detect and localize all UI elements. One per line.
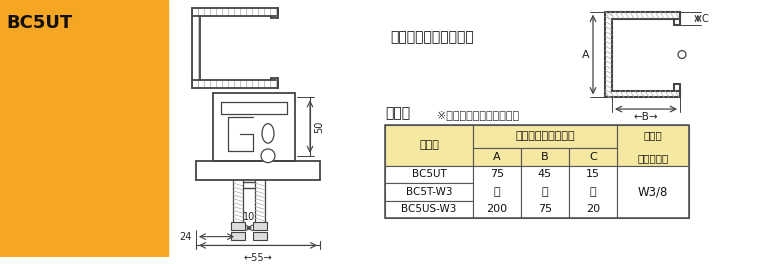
Bar (253, 232, 267, 239)
Ellipse shape (262, 124, 274, 143)
Text: 15: 15 (586, 169, 600, 179)
Circle shape (678, 51, 686, 58)
Text: 適合表: 適合表 (385, 106, 410, 120)
Text: 吹りボルト: 吹りボルト (638, 153, 669, 163)
Text: ←B→: ←B→ (634, 112, 658, 122)
Text: 適合リップみぞ形銃: 適合リップみぞ形銃 (515, 131, 575, 141)
Bar (385, 125, 689, 218)
Text: 75: 75 (538, 204, 552, 214)
Circle shape (261, 149, 275, 163)
Text: A: A (493, 152, 501, 162)
Text: BC5US-W3: BC5US-W3 (401, 204, 457, 214)
Text: 品　番: 品 番 (419, 140, 439, 150)
Text: BC5UT: BC5UT (6, 14, 72, 32)
Text: 20: 20 (586, 204, 600, 214)
Bar (473, 148, 521, 166)
Bar (521, 148, 569, 166)
Text: 10: 10 (243, 212, 255, 222)
Bar (231, 232, 245, 239)
Bar (473, 125, 617, 148)
Text: W3/8: W3/8 (638, 185, 668, 198)
Text: A: A (582, 50, 590, 60)
Text: 適合リップみぞ形銃図: 適合リップみぞ形銃図 (390, 30, 473, 44)
Text: ～: ～ (494, 187, 500, 197)
Text: 適　合: 適 合 (644, 130, 663, 140)
Text: ～: ～ (542, 187, 548, 197)
Bar (0, 0, 168, 257)
Bar (569, 148, 617, 166)
Text: BC5UT: BC5UT (412, 169, 446, 179)
Bar (385, 183, 473, 201)
Bar (473, 166, 521, 218)
Text: 200: 200 (486, 204, 508, 214)
Text: C: C (589, 152, 597, 162)
Text: 75: 75 (490, 169, 504, 179)
Text: C: C (702, 13, 709, 23)
Bar (617, 125, 689, 166)
Bar (569, 166, 617, 218)
Bar (617, 166, 689, 218)
Bar (253, 222, 267, 230)
Text: BC5T-W3: BC5T-W3 (406, 187, 452, 197)
Text: 50: 50 (314, 120, 324, 133)
Text: ※ステンレス銃仕様も同様: ※ステンレス銃仕様も同様 (437, 110, 519, 120)
Polygon shape (605, 12, 680, 97)
Text: B: B (541, 152, 549, 162)
Bar (385, 201, 473, 218)
Bar (231, 222, 245, 230)
Bar (385, 166, 473, 183)
Text: ～: ～ (590, 187, 597, 197)
Text: 45: 45 (538, 169, 552, 179)
Bar (521, 166, 569, 218)
Bar (385, 125, 473, 166)
Text: 24: 24 (179, 232, 192, 242)
Text: ←55→: ←55→ (244, 253, 272, 263)
